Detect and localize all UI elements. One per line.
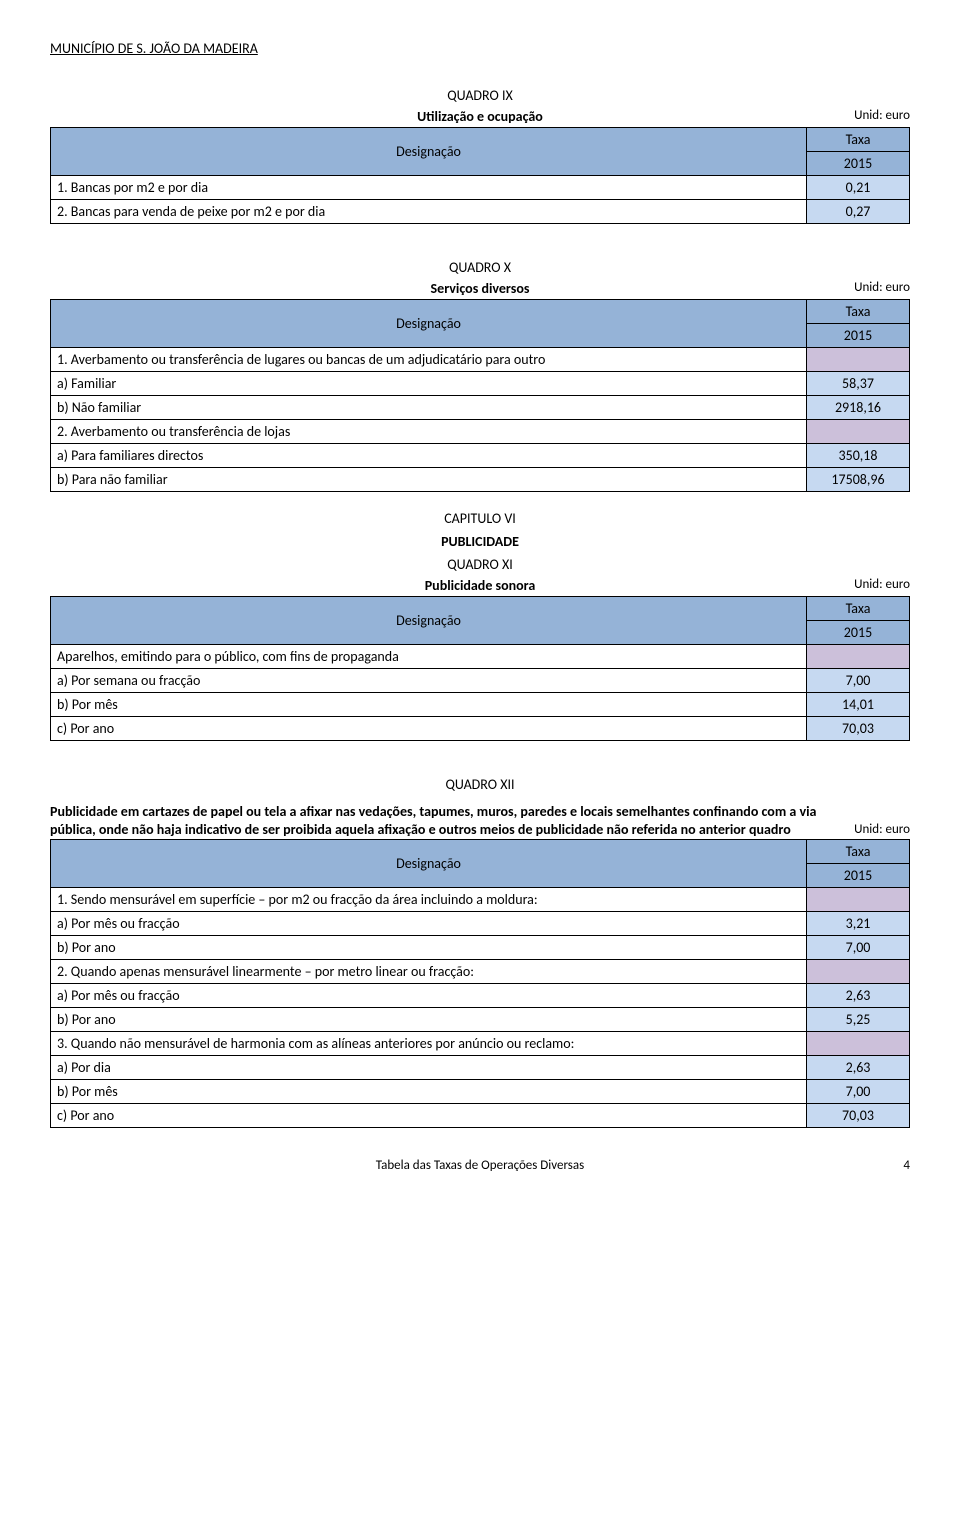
table-row-label: a) Familiar	[51, 372, 807, 396]
table-row-blank	[807, 960, 910, 984]
table-row-value: 2,63	[807, 1056, 910, 1080]
designacao-header: Designação	[51, 840, 807, 888]
page-header: MUNICÍPIO DE S. JOÃO DA MADEIRA	[50, 40, 910, 57]
quadro12-label: QUADRO XII	[50, 776, 910, 793]
table-row-value: 14,01	[807, 693, 910, 717]
quadro11-title: Publicidade sonora	[50, 577, 820, 594]
table-row-label: b) Por ano	[51, 936, 807, 960]
year-header: 2015	[807, 324, 910, 348]
table-row-label: b) Por ano	[51, 1008, 807, 1032]
taxa-header: Taxa	[807, 128, 910, 152]
page-footer: Tabela das Taxas de Operações Diversas 4	[50, 1158, 910, 1173]
taxa-header: Taxa	[807, 840, 910, 864]
quadro9-label: QUADRO IX	[50, 87, 910, 104]
table-row-value: 5,25	[807, 1008, 910, 1032]
year-header: 2015	[807, 152, 910, 176]
quadro11-table: Designação Taxa 2015 Aparelhos, emitindo…	[50, 596, 910, 741]
table-row-blank	[807, 888, 910, 912]
table-row-blank	[807, 1032, 910, 1056]
table-row-blank	[807, 420, 910, 444]
quadro11-unid: Unid: euro	[820, 577, 910, 594]
table-row-label: Aparelhos, emitindo para o público, com …	[51, 645, 807, 669]
table-row-label: 1. Sendo mensurável em superfície – por …	[51, 888, 807, 912]
table-row-value: 350,18	[807, 444, 910, 468]
quadro10-table: Designação Taxa 2015 1. Averbamento ou t…	[50, 299, 910, 492]
quadro10-unid: Unid: euro	[820, 280, 910, 297]
table-row-label: c) Por ano	[51, 717, 807, 741]
chapter6-label: CAPITULO VI	[50, 510, 910, 527]
quadro12-table: Designação Taxa 2015 1. Sendo mensurável…	[50, 839, 910, 1128]
table-row-label: b) Por mês	[51, 693, 807, 717]
table-row-value: 2,63	[807, 984, 910, 1008]
quadro12-unid: Unid: euro	[820, 822, 910, 837]
table-row-label: a) Por mês ou fracção	[51, 912, 807, 936]
footer-page: 4	[880, 1158, 910, 1173]
quadro10-label: QUADRO X	[50, 259, 910, 276]
quadro12-desc: Publicidade em cartazes de papel ou tela…	[50, 803, 820, 839]
chapter6-title: PUBLICIDADE	[50, 533, 910, 550]
designacao-header: Designação	[51, 597, 807, 645]
table-row-blank	[807, 348, 910, 372]
table-row-label: a) Para familiares directos	[51, 444, 807, 468]
footer-title: Tabela das Taxas de Operações Diversas	[80, 1158, 880, 1173]
quadro9-unid: Unid: euro	[820, 108, 910, 125]
table-row-value: 17508,96	[807, 468, 910, 492]
taxa-header: Taxa	[807, 300, 910, 324]
table-row-label: b) Por mês	[51, 1080, 807, 1104]
table-row-value: 0,27	[807, 200, 910, 224]
table-row-label: a) Por semana ou fracção	[51, 669, 807, 693]
table-row-label: 2. Averbamento ou transferência de lojas	[51, 420, 807, 444]
quadro9-table: Designação Taxa 2015 1. Bancas por m2 e …	[50, 127, 910, 224]
table-row-value: 7,00	[807, 1080, 910, 1104]
table-row-label: 3. Quando não mensurável de harmonia com…	[51, 1032, 807, 1056]
quadro9-title: Utilização e ocupação	[50, 108, 820, 125]
table-row-label: a) Por dia	[51, 1056, 807, 1080]
table-row-label: b) Para não familiar	[51, 468, 807, 492]
table-row-value: 2918,16	[807, 396, 910, 420]
table-row-value: 7,00	[807, 936, 910, 960]
table-row-label: 2. Bancas para venda de peixe por m2 e p…	[51, 200, 807, 224]
taxa-header: Taxa	[807, 597, 910, 621]
year-header: 2015	[807, 864, 910, 888]
designacao-header: Designação	[51, 300, 807, 348]
table-row-value: 3,21	[807, 912, 910, 936]
designacao-header: Designação	[51, 128, 807, 176]
table-row-label: 1. Bancas por m2 e por dia	[51, 176, 807, 200]
table-row-value: 70,03	[807, 717, 910, 741]
year-header: 2015	[807, 621, 910, 645]
table-row-value: 7,00	[807, 669, 910, 693]
table-row-blank	[807, 645, 910, 669]
table-row-value: 0,21	[807, 176, 910, 200]
table-row-label: b) Não familiar	[51, 396, 807, 420]
table-row-value: 58,37	[807, 372, 910, 396]
table-row-value: 70,03	[807, 1104, 910, 1128]
quadro11-label: QUADRO XI	[50, 556, 910, 573]
table-row-label: c) Por ano	[51, 1104, 807, 1128]
quadro10-title: Serviços diversos	[50, 280, 820, 297]
table-row-label: 1. Averbamento ou transferência de lugar…	[51, 348, 807, 372]
table-row-label: a) Por mês ou fracção	[51, 984, 807, 1008]
table-row-label: 2. Quando apenas mensurável linearmente …	[51, 960, 807, 984]
